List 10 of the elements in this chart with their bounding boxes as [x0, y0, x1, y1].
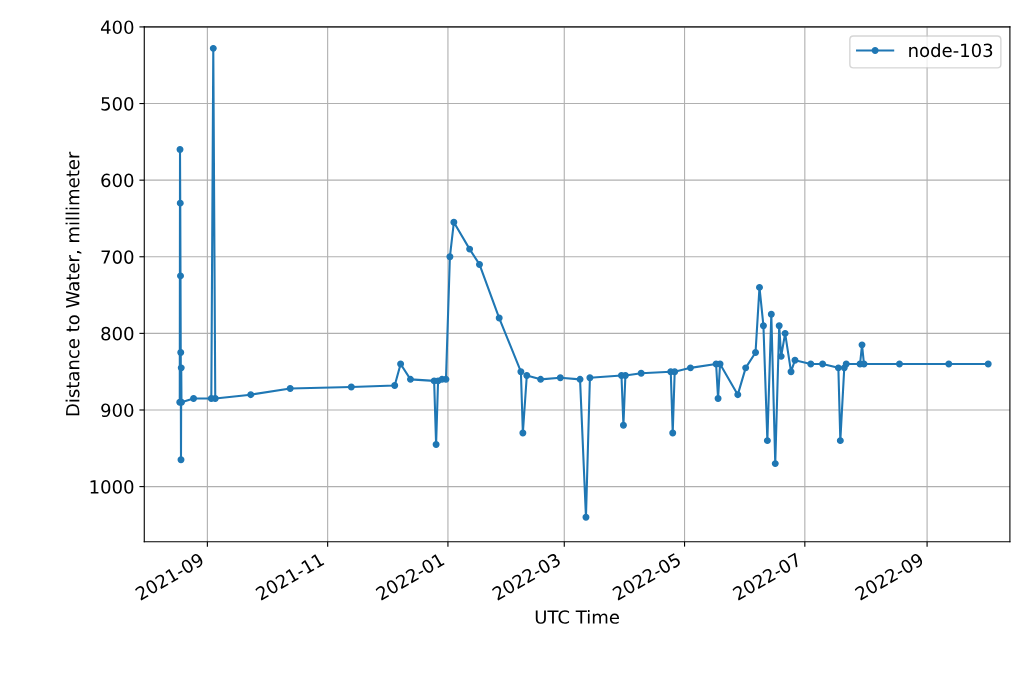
y-tick-label: 500: [101, 96, 134, 111]
y-tick-label: 800: [101, 326, 134, 341]
y-tick-label: 600: [101, 173, 134, 188]
y-tick-label: 400: [100, 20, 134, 35]
y-tick-label: 900: [101, 403, 134, 418]
legend-label: node-103: [909, 43, 993, 58]
x-axis-title: UTC Time: [535, 609, 619, 624]
y-tick-label: 700: [101, 250, 134, 264]
y-tick-label: 1000: [90, 480, 134, 494]
y-axis-title: Distance to Water, millimeter: [65, 151, 82, 416]
